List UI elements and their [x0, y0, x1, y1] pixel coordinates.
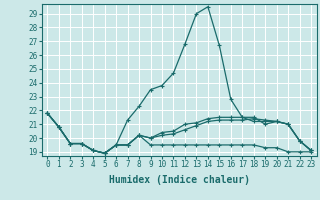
- X-axis label: Humidex (Indice chaleur): Humidex (Indice chaleur): [109, 175, 250, 185]
